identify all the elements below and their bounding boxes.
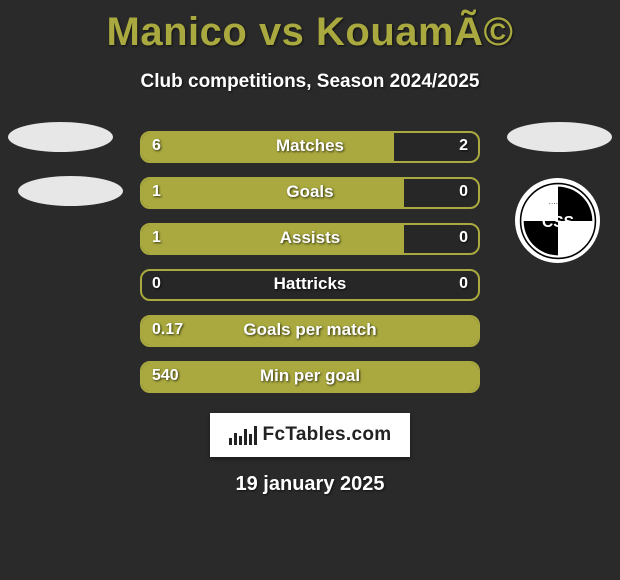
- stat-value-right: 0: [459, 223, 468, 255]
- stat-row: Goals per match0.17: [0, 315, 620, 361]
- stat-bar: [140, 131, 480, 163]
- stat-bar: [140, 223, 480, 255]
- page-title: Manico vs KouamÃ©: [0, 0, 620, 55]
- stat-value-left: 1: [152, 223, 161, 255]
- stat-value-left: 540: [152, 361, 179, 393]
- comparison-chart: Matches62Goals10Assists10Hattricks00Goal…: [0, 131, 620, 407]
- fctables-logo: FcTables.com: [210, 413, 410, 457]
- logo-bars-icon: [229, 426, 257, 445]
- stat-bar-left: [142, 133, 394, 161]
- stat-row: Min per goal540: [0, 361, 620, 407]
- stat-row: Goals10: [0, 177, 620, 223]
- subtitle: Club competitions, Season 2024/2025: [0, 71, 620, 93]
- stat-bar: [140, 177, 480, 209]
- stat-value-left: 6: [152, 131, 161, 163]
- stat-row: Hattricks00: [0, 269, 620, 315]
- stat-value-right: 2: [459, 131, 468, 163]
- stat-value-left: 1: [152, 177, 161, 209]
- stat-value-left: 0.17: [152, 315, 183, 347]
- stat-bar-left: [142, 317, 478, 345]
- date-text: 19 january 2025: [0, 473, 620, 496]
- stat-value-right: 0: [459, 269, 468, 301]
- logo-text: FcTables.com: [263, 424, 392, 446]
- stat-row: Matches62: [0, 131, 620, 177]
- stat-bar-left: [142, 363, 478, 391]
- stat-bar-left: [142, 179, 404, 207]
- stat-bar: [140, 269, 480, 301]
- stat-bar-left: [142, 225, 404, 253]
- stat-row: Assists10: [0, 223, 620, 269]
- stat-bar: [140, 361, 480, 393]
- stat-value-right: 0: [459, 177, 468, 209]
- stat-bar: [140, 315, 480, 347]
- stat-value-left: 0: [152, 269, 161, 301]
